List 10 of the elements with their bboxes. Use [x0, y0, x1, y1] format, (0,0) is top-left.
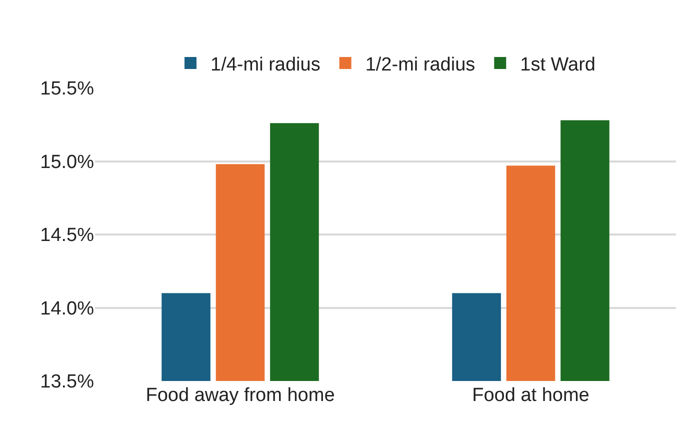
legend-label: 1/2-mi radius: [365, 54, 476, 76]
y-tick-label: 14.0%: [40, 298, 94, 320]
legend-label: 1st Ward: [520, 54, 596, 76]
y-tick-label: 14.5%: [40, 225, 94, 246]
y-tick-label: 15.0%: [40, 152, 94, 173]
legend-label: 1/4-mi radius: [210, 54, 320, 76]
y-tick-label: 13.5%: [40, 372, 94, 393]
x-tick-label: Food at home: [472, 385, 590, 406]
y-tick-label: 15.5%: [40, 78, 94, 100]
x-tick-label: Food away from home: [146, 385, 335, 406]
